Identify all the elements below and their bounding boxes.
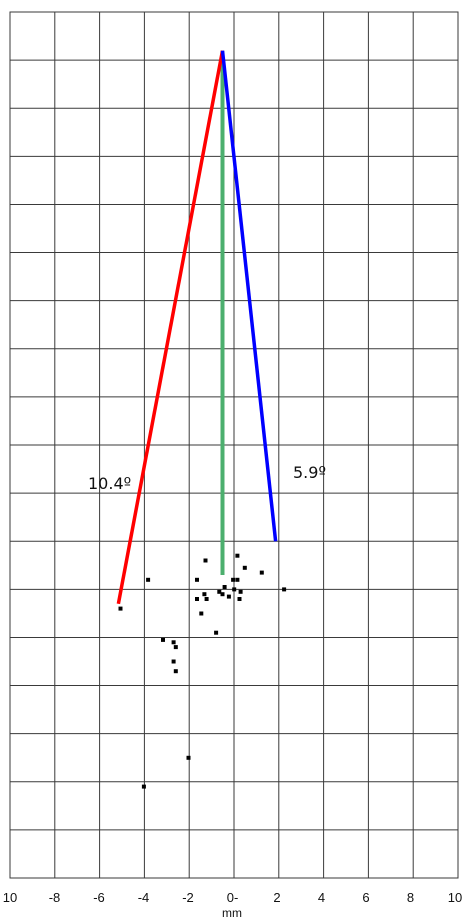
data-point — [232, 587, 237, 592]
data-point — [199, 611, 204, 616]
data-point — [222, 585, 227, 589]
data-point — [235, 553, 240, 558]
angle-line-right — [220, 50, 278, 542]
x-tick-label: 4 — [318, 890, 325, 905]
x-tick-label: -4 — [138, 890, 150, 905]
angle-line-left — [116, 50, 225, 605]
grid — [9, 11, 459, 879]
data-point — [214, 630, 219, 635]
x-axis-unit-label: mm — [222, 906, 242, 920]
data-point — [195, 577, 199, 582]
data-point — [203, 558, 208, 563]
data-point — [118, 606, 123, 611]
data-point — [231, 577, 236, 582]
data-point — [220, 592, 225, 597]
data-point — [242, 565, 247, 570]
x-tick-label: -6 — [93, 890, 105, 905]
x-tick-label: 2 — [273, 890, 280, 905]
data-point — [171, 659, 176, 664]
data-point — [238, 589, 243, 594]
x-tick-label: 8 — [407, 890, 414, 905]
x-tick-label: 10 — [448, 890, 462, 905]
x-tick-label: -2 — [182, 890, 194, 905]
x-tick-label: 6 — [362, 890, 369, 905]
data-point — [186, 755, 191, 760]
data-point — [204, 597, 209, 601]
data-point — [202, 592, 207, 597]
angle-label-left: 10.4º — [88, 474, 131, 493]
x-tick-label: 10 — [3, 890, 17, 905]
data-point — [226, 594, 231, 599]
data-point — [259, 570, 264, 575]
data-point — [146, 577, 151, 582]
scatter-points — [118, 553, 287, 789]
data-point — [173, 645, 178, 650]
data-point — [217, 589, 222, 594]
angle-lines — [116, 50, 278, 605]
x-tick-label: -8 — [49, 890, 61, 905]
x-axis-ticks: 10 -8 -6 -4 -2 0- 2 4 6 8 10 — [3, 890, 462, 905]
x-tick-label: 0- — [227, 890, 239, 905]
data-point — [235, 577, 240, 582]
angle-label-right: 5.9º — [293, 463, 326, 482]
data-point — [195, 597, 199, 601]
data-point — [173, 669, 178, 674]
data-point — [171, 640, 176, 645]
data-point — [282, 587, 287, 592]
data-point — [141, 784, 146, 789]
data-point — [237, 597, 242, 601]
data-point — [161, 637, 165, 642]
